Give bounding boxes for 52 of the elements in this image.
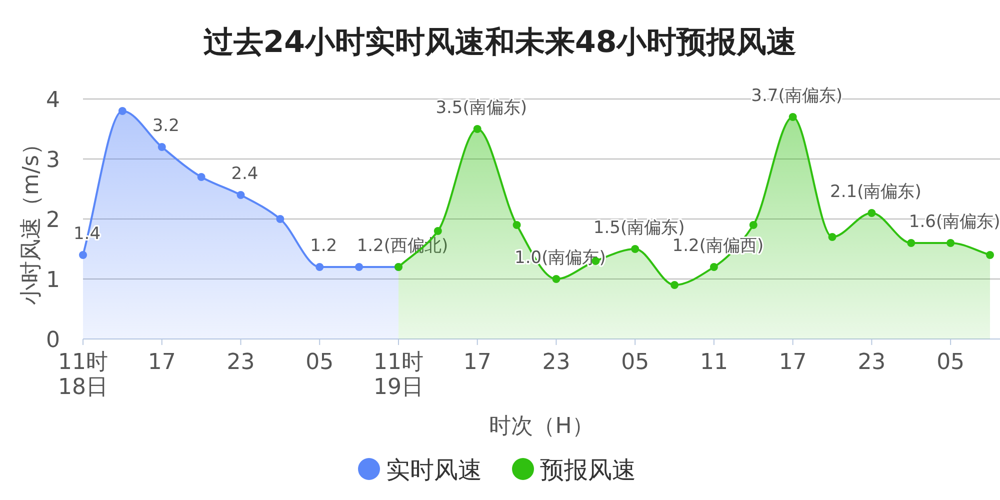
point [868,209,876,217]
x-tick-label: 05 [621,350,650,375]
legend-label: 实时风速 [386,456,482,484]
y-tick-label: 3 [46,148,60,173]
x-axis-title: 时次（H） [489,414,594,439]
x-tick-label: 17 [148,350,176,375]
point [749,221,758,229]
x-tick-label: 11 [700,350,728,375]
y-tick-label: 1 [46,268,60,293]
point [710,263,718,271]
point [670,281,679,289]
data-label: 3.7(南偏东) [751,86,842,106]
data-label: 1.2 [310,236,338,256]
y-tick-label: 4 [46,88,60,113]
point [79,251,87,259]
point [158,143,166,151]
point [512,221,521,229]
point [631,245,640,253]
point [473,125,482,133]
data-label: 3.5(南偏东) [436,98,528,118]
data-label: 1.5(南偏东) [593,218,685,238]
data-label: 2.4 [231,164,258,184]
x-tick-label: 05 [936,350,965,375]
x-tick-label: 17 [778,350,807,375]
y-tick-label: 0 [46,328,60,353]
chart-title: 过去24小时实时风速和未来48小时预报风速 [203,25,797,60]
point [552,275,560,283]
point [316,263,324,271]
x-tick-label: 11时 18日 [58,350,108,400]
x-tick-label: 23 [542,350,570,375]
point [986,251,994,259]
point [946,239,955,247]
point [828,233,836,241]
data-label: 1.6(南偏东) [908,212,1000,232]
y-axis-title: 小时风速（m/s） [19,132,44,306]
point [355,263,364,271]
data-label: 2.1(南偏东) [830,182,922,202]
point [788,113,797,121]
point [907,239,916,247]
x-tick-label: 23 [226,350,255,375]
y-tick-label: 2 [46,208,60,233]
x-tick-label: 05 [306,350,334,375]
point [236,191,245,199]
x-tick-label: 11时 19日 [373,350,424,400]
point [276,215,284,223]
x-tick-label: 23 [858,350,886,375]
point [197,173,206,181]
data-label: 3.2 [152,116,180,136]
point [118,107,126,115]
legend-label: 预报风速 [540,456,636,484]
x-tick-label: 17 [463,350,492,375]
point [434,227,442,235]
